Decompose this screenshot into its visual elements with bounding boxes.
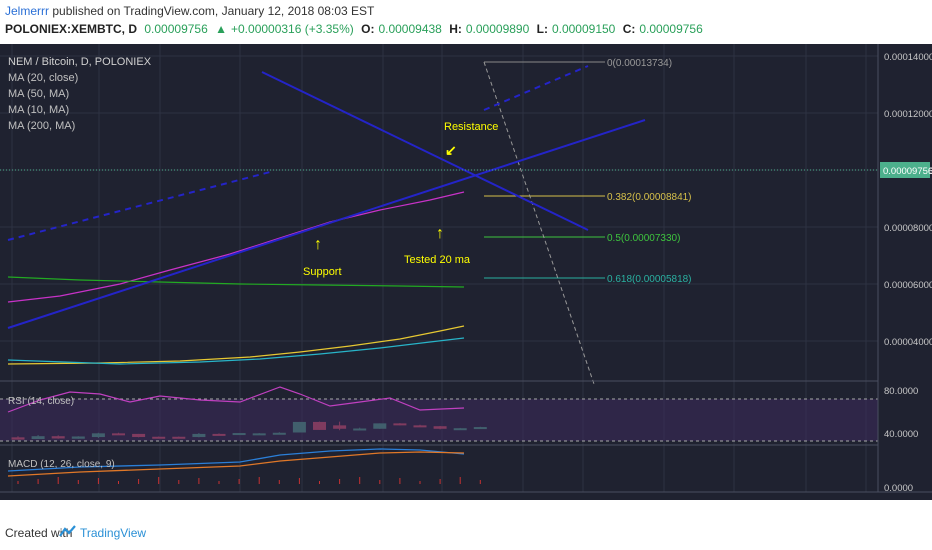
price-tick-label: 0.00004000 xyxy=(884,337,932,348)
resistance-label: Resistance xyxy=(444,121,498,133)
ma200-line xyxy=(7,337,465,365)
close-value: 0.00009756 xyxy=(639,22,703,36)
author-link[interactable]: Jelmerrr xyxy=(5,4,49,18)
macd-panel: MACD (12, 26, close, 9) xyxy=(0,444,878,484)
high-label: H: xyxy=(449,22,462,36)
annotations: Resistance ↙ ↑ Support ↑ Tested 20 ma xyxy=(303,121,498,278)
chart-header: Jelmerrr published on TradingView.com, J… xyxy=(0,0,932,50)
rsi-panel: RSI (14, close) xyxy=(0,380,878,442)
fib-label-0: 0(0.00013734) xyxy=(607,58,672,69)
support-trendline xyxy=(7,119,646,329)
chart-footer: Created with TradingView xyxy=(0,516,932,550)
fib-trend-dashed xyxy=(483,61,595,385)
price-tick-label: 0.00014000 xyxy=(884,52,932,63)
resistance-arrow-icon: ↙ xyxy=(445,142,457,158)
last-price: 0.00009756 xyxy=(144,22,208,36)
created-with-text: Created with xyxy=(5,526,73,540)
price-change: +0.00000316 (+3.35%) xyxy=(231,22,354,36)
last-price-axis-label: 0.00009756 xyxy=(883,166,932,177)
macd-signal-line xyxy=(7,451,465,477)
upper-channel-dashed-right xyxy=(483,65,589,111)
legend-title: NEM / Bitcoin, D, POLONIEX xyxy=(8,56,152,68)
ohlc-line: POLONIEX:XEMBTC, D 0.00009756 ▲ +0.000003… xyxy=(5,22,707,36)
high-value: 0.00009890 xyxy=(465,22,530,36)
moving-averages xyxy=(7,191,465,365)
trend-lines xyxy=(7,65,646,329)
fibonacci-levels: 0(0.00013734) 0.382(0.00008841) 0.5(0.00… xyxy=(483,58,692,385)
ma10-line xyxy=(7,325,465,365)
fib-label-618: 0.618(0.00005818) xyxy=(607,274,692,285)
rsi-tick-label: 80.0000 xyxy=(884,386,918,397)
published-text: published on TradingView.com, January 12… xyxy=(52,4,375,18)
tradingview-logo-icon[interactable] xyxy=(59,524,77,540)
upper-channel-dashed-left xyxy=(7,171,271,241)
publish-line: Jelmerrr published on TradingView.com, J… xyxy=(5,4,374,18)
axes-group xyxy=(0,44,932,493)
open-label: O: xyxy=(361,22,375,36)
tested-arrow-icon: ↑ xyxy=(436,225,444,242)
support-arrow-icon: ↑ xyxy=(314,236,322,253)
price-tick-label: 0.00012000 xyxy=(884,109,932,120)
price-chart[interactable]: 0(0.00013734) 0.382(0.00008841) 0.5(0.00… xyxy=(0,44,932,511)
legend-ma10[interactable]: MA (10, MA) xyxy=(8,104,69,116)
last-price-tag: 0.00009756 xyxy=(0,162,932,178)
legend-ma20[interactable]: MA (20, close) xyxy=(8,72,78,84)
macd-line xyxy=(7,448,465,472)
last-price-box xyxy=(880,162,930,178)
resistance-trendline xyxy=(261,71,589,231)
open-value: 0.00009438 xyxy=(378,22,442,36)
legend-ma50[interactable]: MA (50, MA) xyxy=(8,88,69,100)
tested-label: Tested 20 ma xyxy=(404,254,471,266)
low-label: L: xyxy=(536,22,548,36)
chart-area[interactable]: 0(0.00013734) 0.382(0.00008841) 0.5(0.00… xyxy=(0,44,932,511)
price-tick-label: 0.00006000 xyxy=(884,280,932,291)
support-label: Support xyxy=(303,266,342,278)
rsi-label[interactable]: RSI (14, close) xyxy=(8,396,74,407)
macd-tick-label: 0.0000 xyxy=(884,483,913,494)
rsi-band xyxy=(0,399,878,441)
up-arrow-icon: ▲ xyxy=(215,22,227,36)
rsi-line xyxy=(7,386,465,413)
ma50-line xyxy=(7,276,465,288)
fib-label-50: 0.5(0.00007330) xyxy=(607,233,680,244)
fib-label-382: 0.382(0.00008841) xyxy=(607,192,692,203)
price-tick-label: 0.00008000 xyxy=(884,223,932,234)
close-label: C: xyxy=(622,22,636,36)
macd-histogram xyxy=(17,477,481,484)
macd-label[interactable]: MACD (12, 26, close, 9) xyxy=(8,459,115,470)
low-value: 0.00009150 xyxy=(551,22,616,36)
chart-legend: NEM / Bitcoin, D, POLONIEX MA (20, close… xyxy=(8,56,152,132)
ma20-line xyxy=(7,191,465,303)
rsi-tick-label: 40.0000 xyxy=(884,429,918,440)
tradingview-brand[interactable]: TradingView xyxy=(80,526,147,540)
symbol-label: POLONIEX:XEMBTC, D xyxy=(5,22,138,36)
legend-ma200[interactable]: MA (200, MA) xyxy=(8,120,75,132)
